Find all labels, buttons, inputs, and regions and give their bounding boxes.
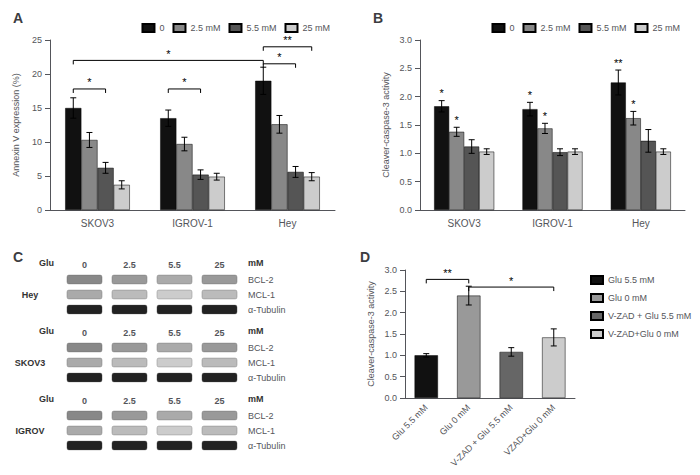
svg-text:3.0: 3.0 bbox=[384, 265, 397, 275]
svg-text:5.5: 5.5 bbox=[168, 396, 181, 406]
svg-text:α-Tubulin: α-Tubulin bbox=[248, 305, 285, 315]
svg-text:**: ** bbox=[443, 267, 452, 279]
svg-text:2.5: 2.5 bbox=[123, 328, 136, 338]
svg-text:0: 0 bbox=[509, 23, 514, 33]
svg-text:1.0: 1.0 bbox=[399, 148, 412, 158]
svg-text:25: 25 bbox=[214, 260, 224, 270]
svg-text:Hey: Hey bbox=[22, 290, 39, 300]
svg-text:V-ZAD + Glu 5.5 mM: V-ZAD + Glu 5.5 mM bbox=[449, 402, 515, 468]
svg-text:BCL-2: BCL-2 bbox=[248, 411, 274, 421]
svg-text:0.0: 0.0 bbox=[399, 205, 412, 215]
svg-text:MCL-1: MCL-1 bbox=[248, 290, 275, 300]
svg-text:5.5: 5.5 bbox=[168, 260, 181, 270]
svg-text:IGROV-1: IGROV-1 bbox=[532, 218, 573, 229]
svg-text:VZAD+Glu 0 mM: VZAD+Glu 0 mM bbox=[502, 402, 557, 457]
svg-text:B: B bbox=[373, 10, 383, 26]
svg-text:Cleaver-caspase-3 activity: Cleaver-caspase-3 activity bbox=[381, 72, 391, 178]
svg-text:20: 20 bbox=[32, 69, 42, 79]
svg-text:25: 25 bbox=[32, 35, 42, 45]
svg-text:*: * bbox=[277, 51, 282, 63]
svg-text:C: C bbox=[13, 249, 23, 265]
svg-text:Glu 0 mM: Glu 0 mM bbox=[608, 293, 647, 303]
svg-text:0: 0 bbox=[37, 205, 42, 215]
svg-text:*: * bbox=[455, 114, 460, 126]
svg-text:mM: mM bbox=[248, 258, 264, 268]
svg-text:Hey: Hey bbox=[279, 218, 297, 229]
svg-text:**: ** bbox=[283, 34, 292, 46]
svg-text:1.0: 1.0 bbox=[384, 350, 397, 360]
svg-text:V-ZAD + Glu 5.5 mM: V-ZAD + Glu 5.5 mM bbox=[608, 311, 691, 321]
svg-text:*: * bbox=[631, 98, 636, 110]
svg-text:2.5: 2.5 bbox=[399, 63, 412, 73]
svg-text:0: 0 bbox=[82, 260, 87, 270]
svg-text:5.5 mM: 5.5 mM bbox=[246, 23, 276, 33]
svg-text:Glu: Glu bbox=[39, 258, 54, 268]
svg-text:**: ** bbox=[614, 57, 623, 69]
svg-text:α-Tubulin: α-Tubulin bbox=[248, 373, 285, 383]
svg-text:Glu: Glu bbox=[39, 326, 54, 336]
svg-text:Glu 5.5 mM: Glu 5.5 mM bbox=[608, 275, 655, 285]
svg-text:IGROV-1: IGROV-1 bbox=[172, 218, 213, 229]
svg-text:Glu 0 mM: Glu 0 mM bbox=[438, 402, 473, 437]
svg-text:*: * bbox=[182, 76, 187, 88]
svg-text:Hey: Hey bbox=[632, 218, 650, 229]
svg-text:*: * bbox=[166, 48, 171, 60]
svg-text:0: 0 bbox=[82, 328, 87, 338]
svg-text:*: * bbox=[440, 87, 445, 99]
svg-text:D: D bbox=[360, 249, 370, 265]
svg-text:MCL-1: MCL-1 bbox=[248, 358, 275, 368]
svg-text:mM: mM bbox=[248, 326, 264, 336]
svg-text:2.0: 2.0 bbox=[399, 92, 412, 102]
svg-text:1.5: 1.5 bbox=[399, 120, 412, 130]
svg-text:SKOV3: SKOV3 bbox=[81, 218, 115, 229]
svg-text:25: 25 bbox=[214, 328, 224, 338]
svg-text:mM: mM bbox=[248, 394, 264, 404]
svg-text:2.5: 2.5 bbox=[384, 286, 397, 296]
svg-text:MCL-1: MCL-1 bbox=[248, 426, 275, 436]
svg-text:25: 25 bbox=[214, 396, 224, 406]
svg-text:*: * bbox=[87, 76, 92, 88]
svg-text:2.5 mM: 2.5 mM bbox=[540, 23, 570, 33]
svg-text:*: * bbox=[528, 89, 533, 101]
svg-text:2.5 mM: 2.5 mM bbox=[190, 23, 220, 33]
svg-text:2.5: 2.5 bbox=[123, 260, 136, 270]
svg-text:*: * bbox=[509, 275, 514, 287]
svg-text:SKOV3: SKOV3 bbox=[15, 358, 46, 368]
svg-text:Cleaver-caspase-3 activity: Cleaver-caspase-3 activity bbox=[366, 281, 376, 387]
svg-text:Glu: Glu bbox=[39, 394, 54, 404]
svg-text:IGROV: IGROV bbox=[15, 426, 44, 436]
svg-text:15: 15 bbox=[32, 103, 42, 113]
svg-text:α-Tubulin: α-Tubulin bbox=[248, 441, 285, 451]
svg-text:10: 10 bbox=[32, 137, 42, 147]
svg-text:5: 5 bbox=[37, 171, 42, 181]
svg-text:5.5 mM: 5.5 mM bbox=[596, 23, 626, 33]
svg-text:SKOV3: SKOV3 bbox=[447, 218, 481, 229]
svg-text:0.5: 0.5 bbox=[384, 372, 397, 382]
svg-text:25 mM: 25 mM bbox=[302, 23, 330, 33]
svg-text:2.0: 2.0 bbox=[384, 308, 397, 318]
svg-text:*: * bbox=[543, 110, 548, 122]
svg-text:5.5: 5.5 bbox=[168, 328, 181, 338]
svg-text:0: 0 bbox=[159, 23, 164, 33]
svg-text:BCL-2: BCL-2 bbox=[248, 343, 274, 353]
svg-text:A: A bbox=[13, 10, 23, 26]
svg-text:Annexin V expression (%): Annexin V expression (%) bbox=[11, 73, 21, 177]
svg-text:2.5: 2.5 bbox=[123, 396, 136, 406]
svg-text:V-ZAD+Glu 0 mM: V-ZAD+Glu 0 mM bbox=[608, 329, 679, 339]
svg-text:25 mM: 25 mM bbox=[652, 23, 680, 33]
svg-text:1.5: 1.5 bbox=[384, 329, 397, 339]
svg-text:0.5: 0.5 bbox=[399, 177, 412, 187]
svg-text:0.0: 0.0 bbox=[384, 393, 397, 403]
svg-text:BCL-2: BCL-2 bbox=[248, 275, 274, 285]
svg-text:3.0: 3.0 bbox=[399, 35, 412, 45]
svg-text:Glu 5.5 mM: Glu 5.5 mM bbox=[390, 402, 430, 442]
svg-text:0: 0 bbox=[82, 396, 87, 406]
